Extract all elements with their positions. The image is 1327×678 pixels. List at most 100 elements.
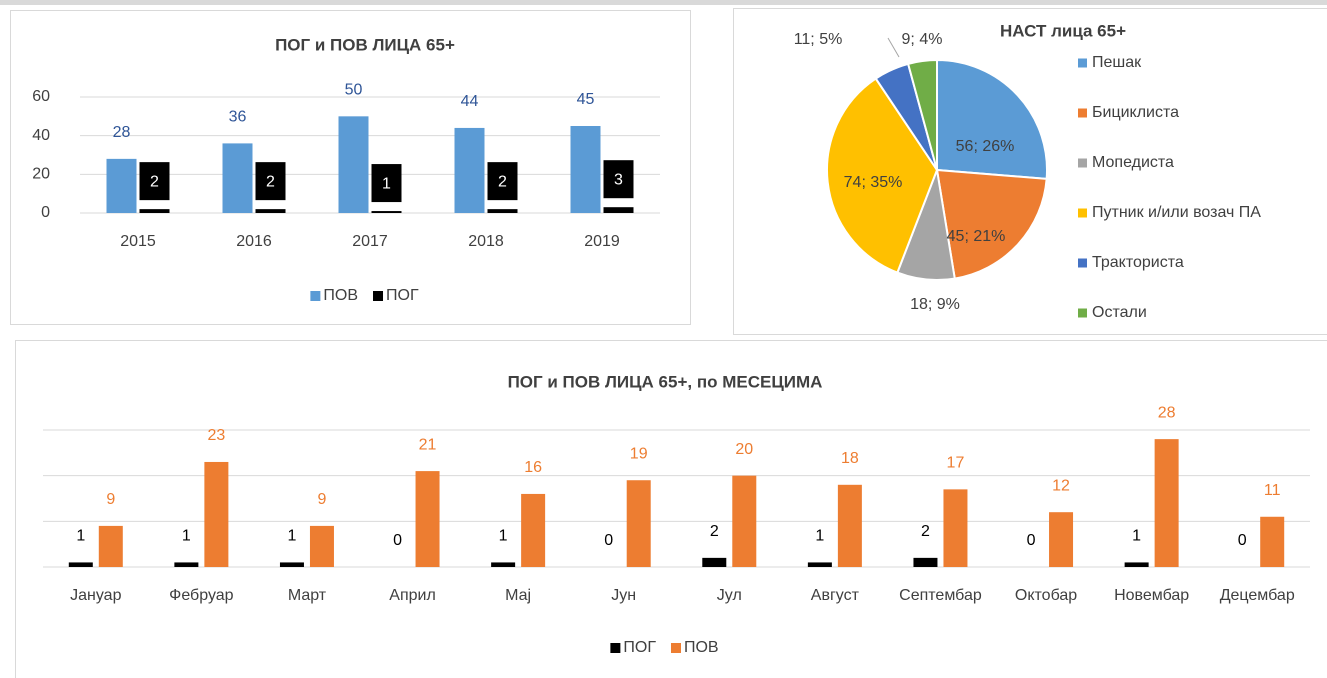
legend-label: ПОВ (684, 639, 719, 656)
data-label: 28 (113, 124, 131, 141)
bar (1049, 512, 1074, 567)
bar (913, 557, 938, 567)
legend-label: Тракториста (1092, 254, 1184, 271)
bar (204, 461, 229, 567)
x-tick-label: 2016 (236, 233, 272, 250)
legend-swatch (1078, 308, 1087, 318)
legend-swatch (670, 643, 681, 653)
x-tick-label: Август (811, 587, 860, 604)
y-tick-label: 40 (32, 127, 50, 144)
bar (603, 207, 634, 213)
bar (943, 489, 968, 567)
x-tick-label: 2017 (352, 233, 388, 250)
data-label: 74; 35% (844, 174, 903, 191)
legend-label: ПОВ (323, 287, 358, 304)
data-label: 0 (604, 532, 613, 549)
data-label: 9 (106, 491, 115, 508)
data-label: 1 (1132, 528, 1141, 545)
bar (454, 127, 485, 213)
data-label: 2 (150, 173, 159, 190)
bar (222, 143, 253, 213)
data-label: 2 (498, 173, 507, 190)
legend-label: Бициклиста (1092, 104, 1179, 121)
data-label: 2 (710, 523, 719, 540)
data-label: 2 (266, 173, 275, 190)
bar (491, 562, 516, 567)
bar (570, 126, 601, 213)
legend-label: ПОГ (623, 639, 656, 656)
data-label-box (487, 162, 518, 201)
data-label: 44 (461, 93, 479, 110)
panel (15, 340, 1327, 678)
bar (371, 211, 402, 213)
bar (98, 525, 123, 567)
data-label: 0 (1238, 532, 1247, 549)
chart-title: ПОГ и ПОВ ЛИЦА 65+ (275, 35, 455, 54)
x-tick-label: Септембар (899, 587, 982, 604)
bar (702, 557, 727, 567)
bar (106, 158, 137, 213)
bar (309, 525, 334, 567)
chart-title: НАСТ лица 65+ (1000, 21, 1126, 40)
x-tick-label: Мај (505, 587, 531, 604)
bar (1154, 439, 1179, 567)
y-tick-label: 20 (32, 166, 50, 183)
data-label: 16 (524, 459, 542, 476)
data-label: 50 (345, 82, 363, 99)
data-label: 3 (614, 171, 623, 188)
bar (1260, 516, 1285, 567)
x-tick-label: 2018 (468, 233, 504, 250)
bar (255, 209, 286, 213)
data-label-box (603, 160, 634, 199)
x-tick-label: Фебруар (169, 587, 233, 604)
pie-slice (935, 168, 1048, 280)
data-label: 11 (1264, 482, 1281, 499)
bar (487, 209, 518, 213)
data-label: 0 (393, 532, 402, 549)
data-label: 18 (841, 450, 859, 467)
legend-label: Мопедиста (1092, 154, 1174, 171)
bar (521, 493, 546, 567)
data-label: 1 (382, 175, 391, 192)
data-label: 45 (577, 91, 595, 108)
data-label: 1 (288, 528, 297, 545)
y-tick-label: 0 (41, 204, 50, 221)
data-label: 9 (318, 491, 327, 508)
legend-label: Остали (1092, 304, 1147, 321)
data-label: 1 (182, 528, 191, 545)
data-label: 36 (229, 109, 247, 126)
data-label-box (371, 164, 402, 203)
legend-swatch (610, 643, 621, 653)
legend-label: Путник и/или возач ПА (1092, 204, 1261, 221)
data-label-box (139, 162, 170, 201)
x-tick-label: Децембар (1220, 587, 1295, 604)
legend-swatch (1078, 58, 1087, 68)
bar (1124, 562, 1149, 567)
legend-swatch (1078, 258, 1087, 268)
bar (174, 562, 199, 567)
x-tick-label: 2015 (120, 233, 156, 250)
data-label: 18; 9% (910, 296, 960, 313)
x-tick-label: Октобар (1015, 587, 1077, 604)
x-tick-label: Април (389, 587, 436, 604)
data-label: 9; 4% (902, 31, 943, 48)
bar (279, 562, 304, 567)
x-tick-label: Јануар (70, 587, 121, 604)
x-tick-label: Март (288, 587, 327, 604)
x-tick-label: Јун (611, 587, 636, 604)
data-label: 28 (1158, 404, 1176, 421)
pie-slice (826, 77, 939, 274)
pie-slice (906, 58, 938, 171)
bar (732, 475, 757, 567)
bar (807, 562, 832, 567)
legend-swatch (1078, 208, 1087, 218)
legend-swatch (1078, 158, 1087, 168)
legend-swatch (1078, 108, 1087, 118)
data-label: 2 (921, 523, 930, 540)
bar (139, 209, 170, 213)
bar (415, 471, 440, 567)
data-label: 21 (419, 436, 437, 453)
data-label: 1 (76, 528, 85, 545)
leader-line (887, 37, 900, 58)
